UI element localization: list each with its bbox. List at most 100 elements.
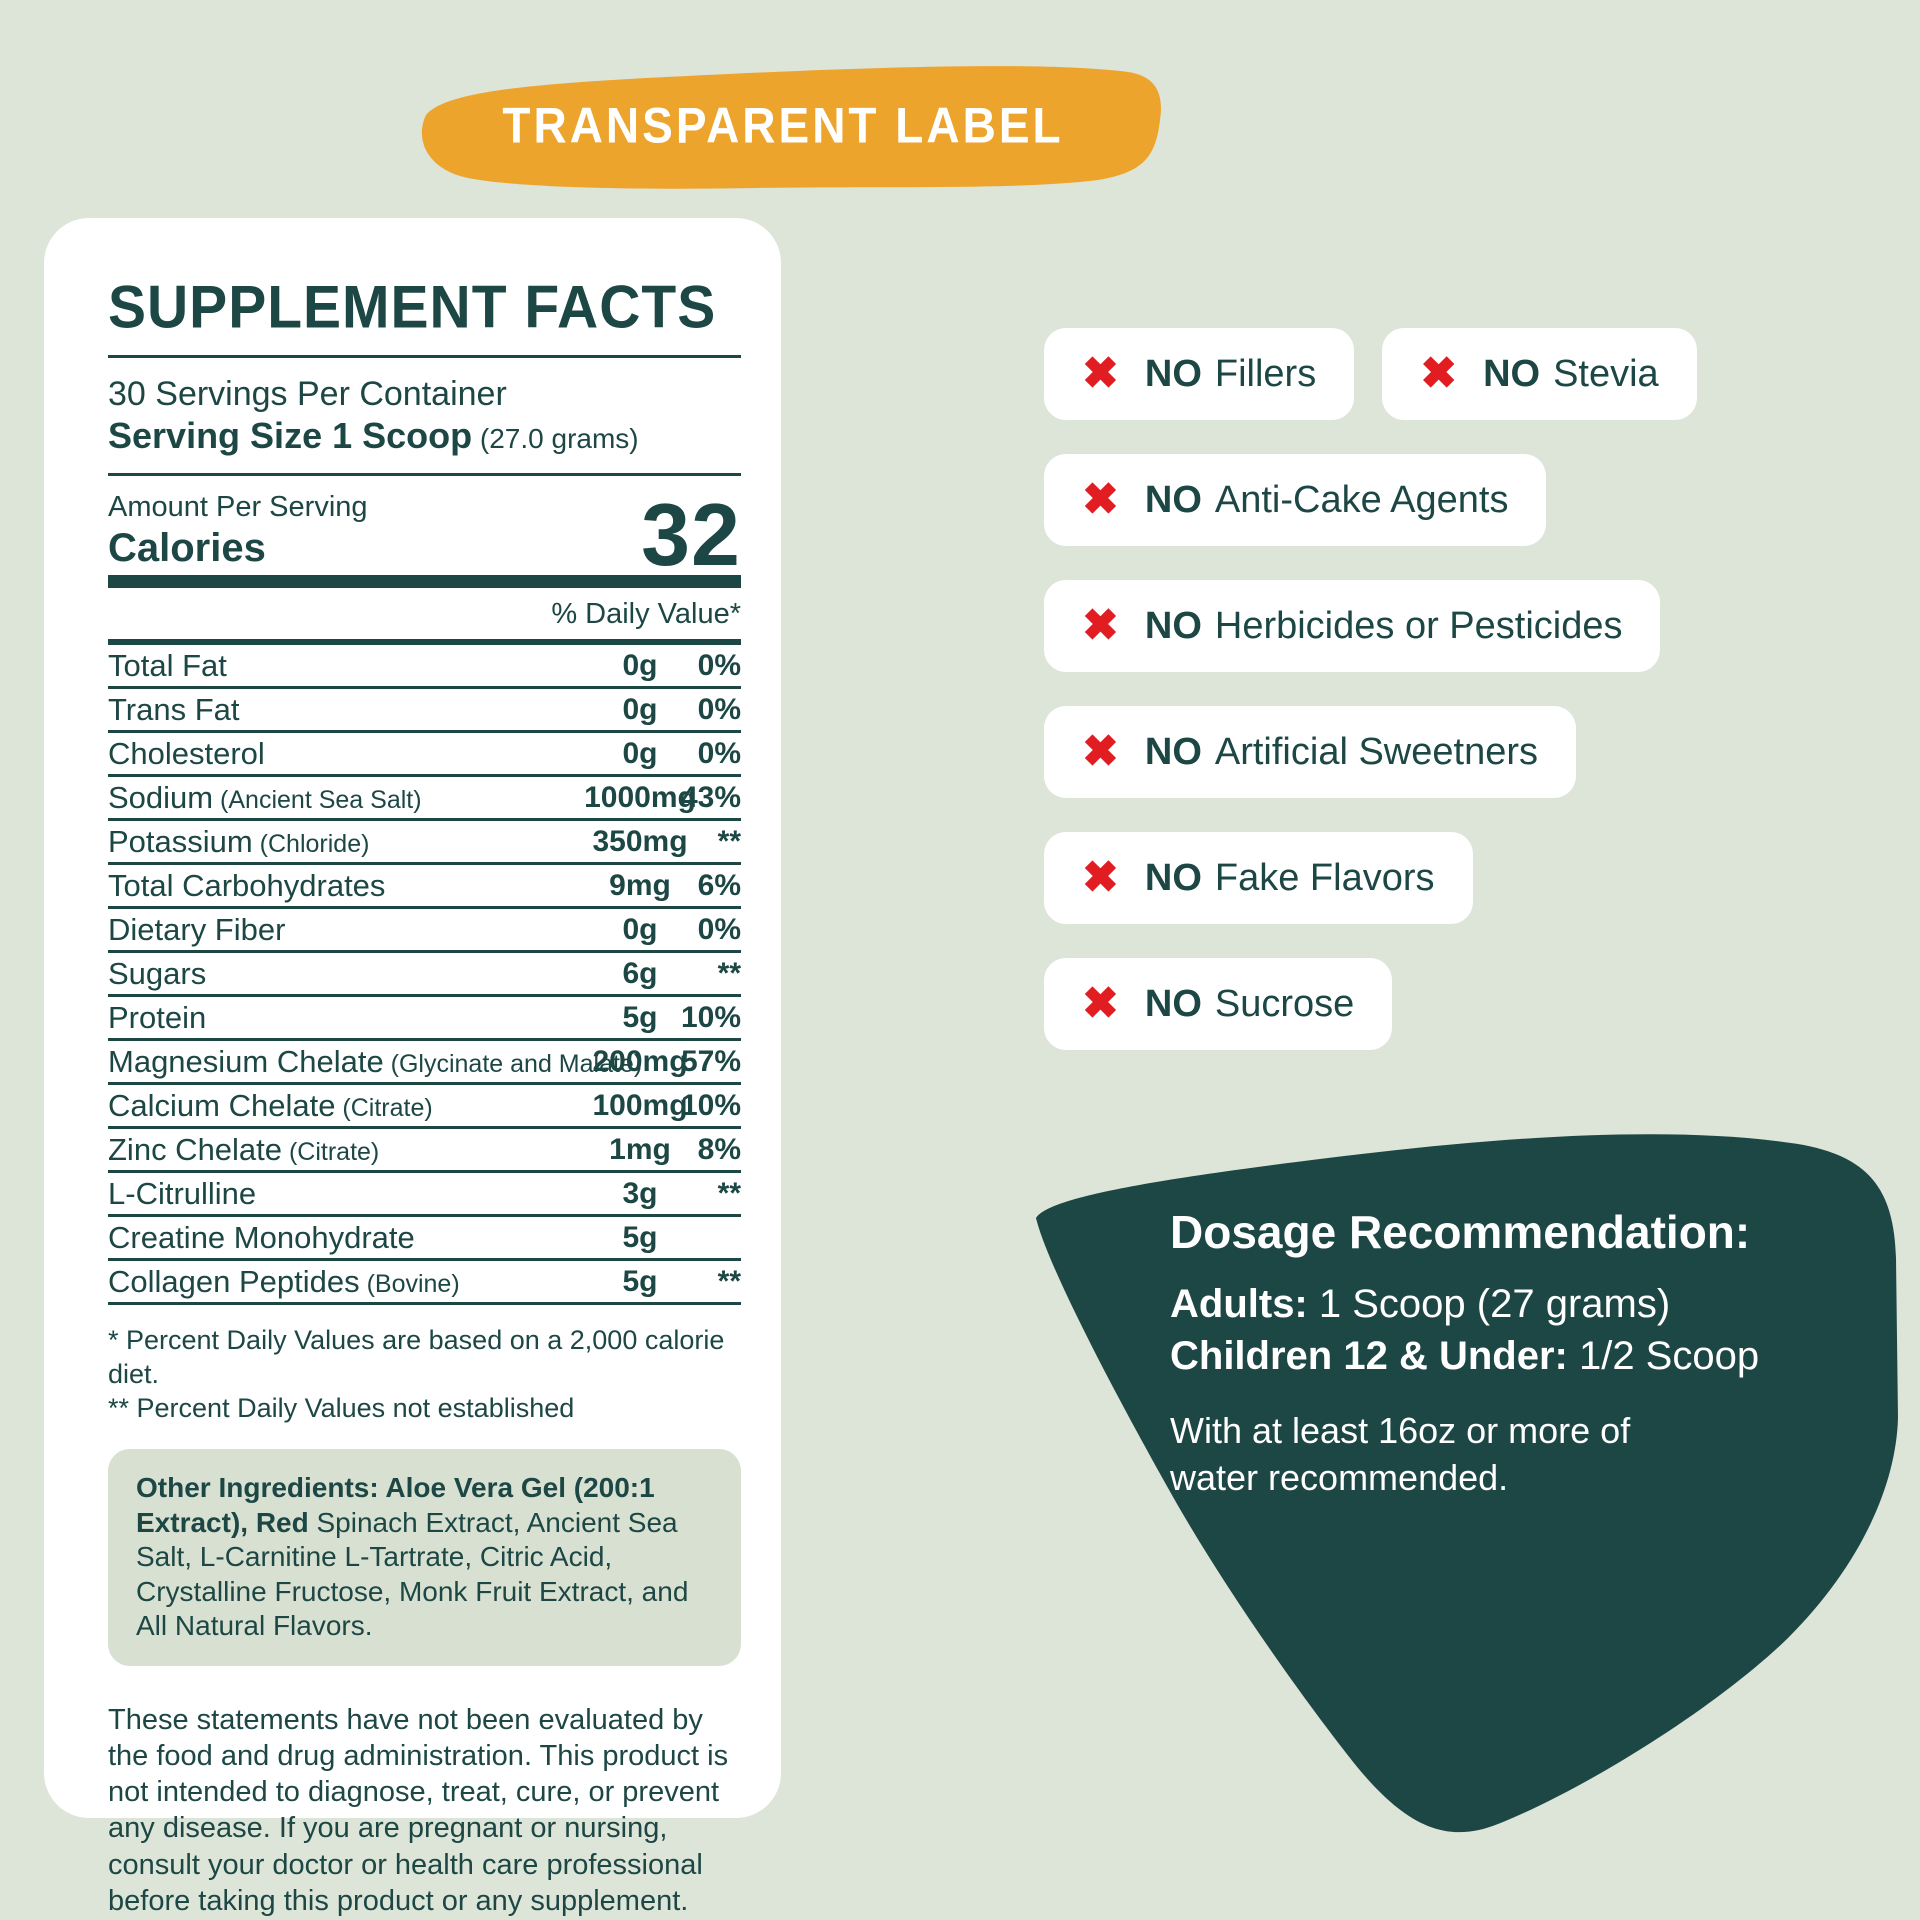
nutrient-amount: 350mg <box>592 824 688 858</box>
table-row: Cholesterol 0g 0% <box>108 733 741 778</box>
thick-divider <box>108 575 741 589</box>
transparent-label-banner: TRANSPARENT LABEL <box>398 60 1168 190</box>
nutrient-amount: 5g <box>622 1264 658 1298</box>
table-row: Zinc Chelate (Citrate) 1mg 8% <box>108 1129 741 1174</box>
dosage-adults: Adults: 1 Scoop (27 grams) <box>1170 1278 1770 1330</box>
badge-no-word: NO <box>1144 352 1202 395</box>
calories-labels: Amount Per Serving Calories <box>108 490 368 571</box>
nutrient-amount: 0g <box>622 912 658 946</box>
red-x-icon: ✖ <box>1082 727 1119 776</box>
table-row: Trans Fat 0g 0% <box>108 689 741 734</box>
table-row: Total Carbohydrates 9mg 6% <box>108 865 741 910</box>
badge-claim-label: Artificial Sweetners <box>1214 730 1538 773</box>
nutrient-daily-value: 10% <box>680 1088 741 1122</box>
dosage-adults-value: 1 Scoop (27 grams) <box>1307 1281 1671 1326</box>
badge-claim-label: Fillers <box>1214 352 1317 395</box>
nutrient-amount: 5g <box>622 1220 658 1254</box>
calories-row: Amount Per Serving Calories 32 <box>108 490 741 579</box>
dosage-children: Children 12 & Under: 1/2 Scoop <box>1170 1330 1770 1382</box>
nutrient-name: Sugars <box>108 956 207 992</box>
divider <box>108 473 741 477</box>
table-row: Creatine Monohydrate 5g <box>108 1217 741 1262</box>
nutrient-name: Magnesium Chelate (Glycinate and Malate) <box>108 1044 643 1080</box>
badge-no-word: NO <box>1144 478 1202 521</box>
table-row: Sodium (Ancient Sea Salt) 1000mg 43% <box>108 777 741 822</box>
medium-divider <box>108 639 741 646</box>
table-row: Calcium Chelate (Citrate) 100mg 10% <box>108 1085 741 1130</box>
badge-no-word: NO <box>1144 604 1202 647</box>
badge-no-word: NO <box>1144 730 1202 773</box>
divider <box>108 355 741 358</box>
dosage-adults-label: Adults: <box>1170 1281 1308 1326</box>
nutrient-daily-value: 10% <box>680 1000 741 1034</box>
nutrient-name: Potassium (Chloride) <box>108 824 370 860</box>
nutrient-detail: (Ancient Sea Salt) <box>213 786 422 815</box>
nutrient-daily-value: ** <box>717 1176 741 1210</box>
nutrient-daily-value: ** <box>717 956 741 990</box>
nutrient-daily-value: 0% <box>697 692 741 726</box>
nutrient-daily-value: ** <box>717 824 741 858</box>
no-claim-badge: ✖ NO Fake Flavors <box>1044 832 1473 924</box>
nutrient-name: Creatine Monohydrate <box>108 1220 415 1256</box>
nutrient-amount: 200mg <box>592 1044 688 1078</box>
nutrient-name: Cholesterol <box>108 736 265 772</box>
dosage-text: Dosage Recommendation: Adults: 1 Scoop (… <box>1170 1204 1770 1502</box>
badge-no-word: NO <box>1144 982 1202 1025</box>
red-x-icon: ✖ <box>1082 853 1119 902</box>
dosage-recommendation-blob: Dosage Recommendation: Adults: 1 Scoop (… <box>1028 1118 1910 1850</box>
nutrient-name: Total Fat <box>108 648 227 684</box>
table-row: L-Citrulline 3g ** <box>108 1173 741 1218</box>
nutrient-amount: 1mg <box>609 1132 671 1166</box>
nutrient-name: Calcium Chelate (Citrate) <box>108 1088 433 1124</box>
no-claim-badge: ✖ NO Artificial Sweetners <box>1044 706 1576 798</box>
nutrient-daily-value: 6% <box>697 868 741 902</box>
red-x-icon: ✖ <box>1082 349 1119 398</box>
nutrient-detail: (Citrate) <box>282 1138 380 1167</box>
nutrient-daily-value: 43% <box>680 780 741 814</box>
red-x-icon: ✖ <box>1082 601 1119 650</box>
badge-claim-label: Anti-Cake Agents <box>1214 478 1509 521</box>
dosage-heading: Dosage Recommendation: <box>1170 1206 1751 1258</box>
dosage-blob-shape <box>1036 1134 1898 1833</box>
no-claim-badge: ✖ NO Sucrose <box>1044 958 1393 1050</box>
footnotes: * Percent Daily Values are based on a 2,… <box>108 1323 741 1425</box>
no-claim-badge: ✖ NO Herbicides or Pesticides <box>1044 580 1661 672</box>
nutrient-name: Zinc Chelate (Citrate) <box>108 1132 380 1168</box>
nutrient-detail: (Bovine) <box>359 1270 460 1299</box>
nutrient-name: Dietary Fiber <box>108 912 286 948</box>
serving-size-grams: (27.0 grams) <box>472 423 639 455</box>
supplement-facts-panel: SUPPLEMENT FACTS 30 Servings Per Contain… <box>44 218 781 1917</box>
nutrient-daily-value: 8% <box>697 1132 741 1166</box>
nutrient-detail: (Glycinate and Malate) <box>383 1050 643 1079</box>
nutrient-name: Protein <box>108 1000 207 1036</box>
no-claim-badge: ✖ NO Anti-Cake Agents <box>1044 454 1547 546</box>
nutrient-amount: 100mg <box>592 1088 688 1122</box>
red-x-icon: ✖ <box>1082 475 1119 524</box>
fda-disclaimer: These statements have not been evaluated… <box>108 1703 729 1917</box>
nutrient-amount: 1000mg <box>584 780 696 814</box>
red-x-icon: ✖ <box>1420 349 1458 398</box>
nutrient-name: Sodium (Ancient Sea Salt) <box>108 780 422 816</box>
dosage-children-value: 1/2 Scoop <box>1567 1333 1760 1378</box>
nutrient-daily-value: 0% <box>697 912 741 946</box>
badge-no-word: NO <box>1483 352 1541 395</box>
nutrient-amount: 9mg <box>609 868 671 902</box>
dosage-water-note: With at least 16oz or more of water reco… <box>1170 1409 1631 1498</box>
serving-size-label: Serving Size 1 Scoop <box>108 415 473 457</box>
nutrient-name: L-Citrulline <box>108 1176 257 1212</box>
nutrient-daily-value: ** <box>717 1264 741 1298</box>
badge-claim-label: Fake Flavors <box>1214 856 1435 899</box>
other-ingredients-list: Spinach Extract, Ancient Sea Salt, L-Car… <box>136 1506 689 1642</box>
no-claims-badges: ✖ NO Fillers ✖ NO Stevia ✖ NO Anti-Cake … <box>1044 328 1756 1050</box>
badge-claim-label: Sucrose <box>1214 982 1355 1025</box>
other-ingredients-box: Other Ingredients: Aloe Vera Gel (200:1 … <box>108 1449 741 1666</box>
nutrient-amount: 5g <box>622 1000 658 1034</box>
serving-size: Serving Size 1 Scoop (27.0 grams) <box>108 414 741 457</box>
amount-per-serving-label: Amount Per Serving <box>108 491 368 524</box>
nutrient-amount: 6g <box>622 956 658 990</box>
nutrient-amount: 0g <box>622 648 658 682</box>
nutrient-name: Collagen Peptides (Bovine) <box>108 1264 460 1300</box>
badge-no-word: NO <box>1144 856 1202 899</box>
panel-title: SUPPLEMENT FACTS <box>108 273 717 341</box>
